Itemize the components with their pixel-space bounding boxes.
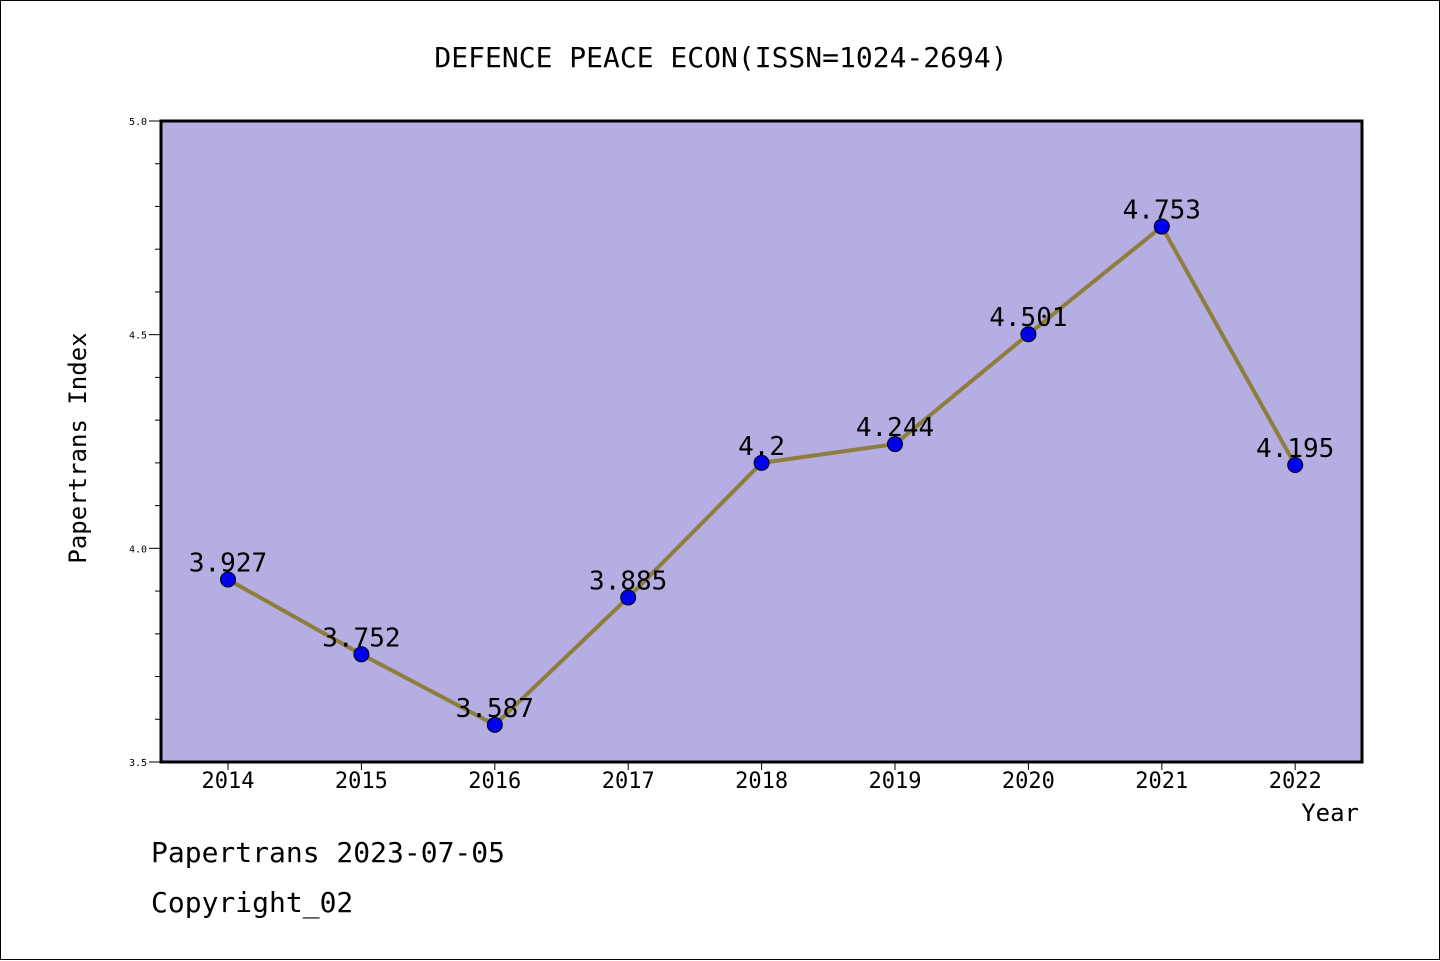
data-point (887, 436, 903, 453)
data-label: 4.2 (738, 432, 785, 462)
data-label: 3.587 (456, 694, 534, 724)
footer-date: Papertrans 2023-07-05 (151, 836, 506, 869)
x-tick-label: 2014 (202, 769, 255, 794)
x-tick-label: 2016 (468, 769, 521, 794)
y-tick-label: 3.5 (129, 758, 147, 769)
data-label: 4.753 (1123, 196, 1201, 226)
data-point (1287, 457, 1304, 474)
data-label: 4.501 (989, 303, 1067, 333)
y-tick-label: 5.0 (129, 117, 147, 128)
data-point (753, 454, 770, 471)
x-tick-label: 2020 (1002, 769, 1055, 794)
data-point (1020, 326, 1037, 343)
data-point (486, 716, 503, 733)
data-label: 4.244 (856, 413, 934, 443)
x-axis-label: Year (1301, 799, 1359, 827)
chart-title: DEFENCE PEACE ECON(ISSN=1024-2694) (434, 41, 1007, 74)
y-tick-label: 4.5 (129, 331, 147, 342)
data-label: 3.752 (322, 623, 400, 653)
x-tick-label: 2021 (1135, 769, 1188, 794)
y-tick-label: 4.0 (129, 544, 147, 555)
data-point (353, 646, 370, 663)
data-label: 3.885 (589, 566, 667, 596)
data-label: 4.195 (1256, 434, 1334, 464)
y-axis-label: Papertrans Index (64, 332, 92, 563)
data-point (1153, 218, 1170, 235)
x-tick-label: 2022 (1269, 769, 1322, 794)
data-point (620, 589, 637, 606)
footer-copyright: Copyright_02 (151, 886, 354, 919)
x-tick-label: 2019 (869, 769, 922, 794)
x-tick-label: 2018 (735, 769, 788, 794)
x-tick-label: 2017 (602, 769, 655, 794)
data-point (220, 571, 236, 588)
data-label: 3.927 (189, 549, 267, 579)
x-tick-label: 2015 (335, 769, 388, 794)
